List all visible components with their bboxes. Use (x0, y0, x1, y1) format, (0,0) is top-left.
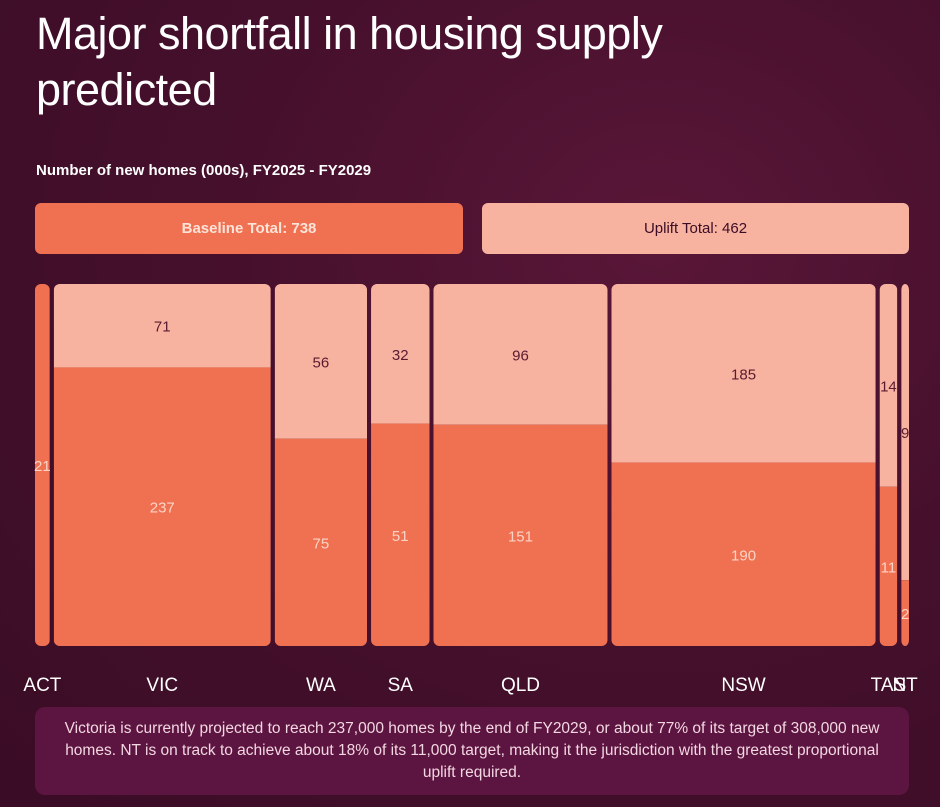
bar-baseline-tas (879, 486, 898, 646)
column-tas (879, 284, 898, 646)
bar-uplift-nt (901, 284, 909, 581)
label-uplift-vic: 71 (154, 319, 171, 336)
uplift-total-badge: Uplift Total: 462 (482, 203, 909, 254)
category-label-vic: VIC (146, 675, 178, 696)
label-uplift-nsw: 185 (731, 366, 756, 383)
bar-baseline-nsw (611, 462, 876, 646)
column-sa (371, 284, 430, 646)
label-uplift-qld: 96 (512, 347, 529, 364)
label-baseline-qld: 151 (508, 528, 533, 545)
bar-uplift-vic (53, 284, 271, 368)
label-uplift-sa: 32 (392, 347, 409, 364)
label-baseline-vic: 237 (150, 500, 175, 517)
label-baseline-wa: 75 (313, 535, 330, 552)
bar-uplift-qld (433, 284, 608, 425)
column-qld (433, 284, 608, 646)
bar-baseline-vic (53, 367, 271, 646)
bar-baseline-wa (274, 438, 368, 646)
label-baseline-tas: 11 (881, 559, 897, 576)
label-baseline-nsw: 190 (731, 547, 756, 564)
bar-uplift-wa (274, 284, 368, 439)
category-label-nt: NT (892, 675, 918, 696)
column-nt (901, 284, 909, 646)
bar-uplift-tas (879, 284, 898, 487)
baseline-total-badge: Baseline Total: 738 (35, 203, 463, 254)
housing-chart: 21 ACT 71 237 VIC 56 75 WA 32 51 SA 96 151 QLD 185 190 N… (23, 284, 918, 696)
page-title: Major shortfall in housing supply predic… (36, 8, 663, 115)
column-wa (274, 284, 368, 646)
label-baseline-sa: 51 (392, 528, 409, 545)
chart-subtitle: Number of new homes (000s), FY2025 - FY2… (36, 162, 372, 179)
label-baseline-nt: 2 (901, 606, 909, 623)
category-label-act: ACT (23, 675, 61, 696)
column-nsw (611, 284, 876, 646)
category-label-sa: SA (388, 675, 414, 696)
column-vic (53, 284, 271, 646)
label-uplift-nt: 9 (901, 425, 909, 442)
column-act (35, 284, 50, 646)
bar-uplift-nsw (611, 284, 876, 463)
label-baseline-act: 21 (34, 458, 51, 475)
bar-baseline-act (35, 284, 50, 646)
category-label-qld: QLD (501, 675, 540, 696)
category-label-tas: TAS (871, 675, 907, 696)
bar-baseline-sa (371, 423, 430, 646)
bar-baseline-qld (433, 424, 608, 646)
bar-baseline-nt (901, 580, 909, 646)
label-uplift-wa: 56 (313, 354, 330, 371)
bar-uplift-sa (371, 284, 430, 424)
label-uplift-tas: 14 (880, 378, 897, 395)
category-label-wa: WA (306, 675, 336, 696)
category-label-nsw: NSW (721, 675, 765, 696)
footnote-box: Victoria is currently projected to reach… (35, 707, 909, 795)
footnote-text: Victoria is currently projected to reach… (64, 720, 880, 781)
